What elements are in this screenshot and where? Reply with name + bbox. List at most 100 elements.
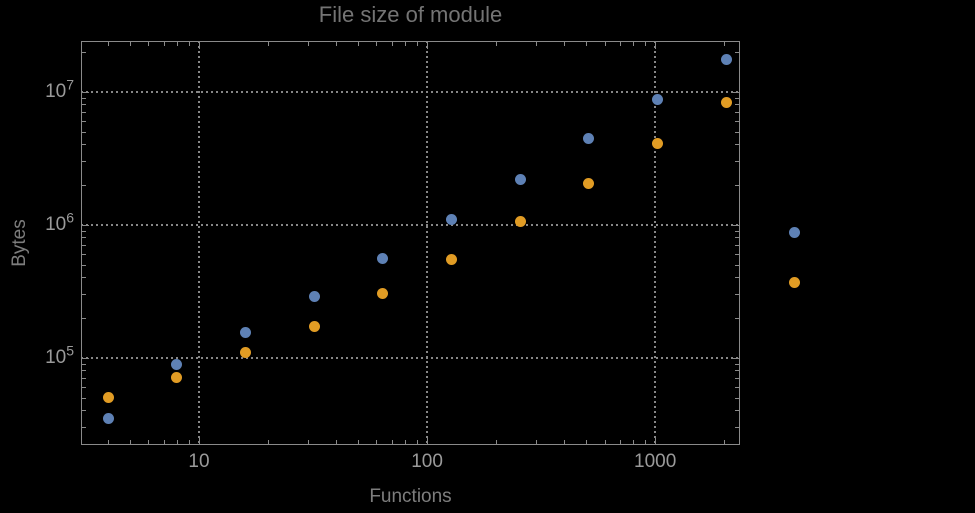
- axis-tick: [416, 42, 418, 46]
- data-point-series-1-blue: [240, 326, 251, 338]
- axis-tick: [82, 277, 86, 279]
- axis-tick: [735, 230, 739, 232]
- axis-tick: [82, 397, 86, 399]
- axis-tick: [163, 42, 165, 46]
- axis-tick: [735, 277, 739, 279]
- plot-title: File size of module: [318, 2, 503, 27]
- axis-tick: [427, 42, 429, 49]
- y-tick-label: 107: [45, 76, 74, 102]
- axis-tick: [198, 42, 200, 49]
- data-point-series-1-blue: [514, 173, 526, 185]
- horizontal-gridline: [81, 356, 740, 359]
- axis-tick: [358, 440, 360, 444]
- data-point-series-2-orange: [583, 177, 595, 189]
- x-axis-label: Functions: [369, 486, 452, 507]
- data-point-series-1-blue: [102, 412, 114, 424]
- data-point-series-2-orange: [308, 321, 320, 333]
- axis-tick: [735, 131, 739, 133]
- axis-tick: [82, 161, 86, 163]
- data-point-series-1-blue: [720, 54, 732, 66]
- vertical-gridline: [426, 41, 429, 445]
- axis-tick: [82, 230, 86, 232]
- axis-tick: [495, 42, 497, 46]
- axis-tick: [735, 387, 739, 389]
- axis-tick: [732, 224, 739, 226]
- axis-tick: [82, 112, 86, 114]
- vertical-gridline: [197, 41, 200, 445]
- axis-tick: [735, 237, 739, 239]
- plot-frame: [81, 41, 740, 445]
- data-point-series-2-orange: [171, 371, 183, 383]
- axis-tick: [391, 440, 393, 444]
- axis-tick: [735, 264, 739, 266]
- axis-tick: [735, 104, 739, 106]
- data-point-series-2-orange: [446, 254, 457, 266]
- data-point-series-1-blue: [583, 133, 595, 145]
- data-point-series-2-orange: [102, 392, 114, 404]
- axis-tick: [735, 378, 739, 380]
- axis-tick: [416, 440, 418, 444]
- axis-tick: [735, 112, 739, 114]
- data-point-series-2-orange: [651, 138, 663, 150]
- axis-tick: [82, 131, 86, 133]
- axis-tick: [176, 42, 178, 46]
- axis-tick: [148, 440, 150, 444]
- axis-tick: [535, 440, 537, 444]
- axis-tick: [735, 121, 739, 123]
- axis-tick: [188, 42, 190, 46]
- axis-tick: [82, 387, 86, 389]
- axis-tick: [586, 440, 588, 444]
- x-tick-label: 10: [188, 451, 210, 472]
- axis-tick: [198, 437, 200, 444]
- data-point-series-2-orange: [377, 287, 389, 299]
- axis-tick: [82, 97, 86, 99]
- axis-tick: [604, 42, 606, 46]
- axis-tick: [735, 370, 739, 372]
- axis-tick: [735, 254, 739, 256]
- axis-tick: [604, 440, 606, 444]
- axis-tick: [735, 97, 739, 99]
- y-tick-label: 105: [45, 342, 74, 368]
- axis-tick: [376, 440, 378, 444]
- axis-tick: [358, 42, 360, 46]
- axis-tick: [176, 440, 178, 444]
- vertical-gridline: [654, 41, 657, 445]
- axis-tick: [723, 440, 725, 444]
- axis-tick: [82, 264, 86, 266]
- axis-tick: [82, 357, 89, 359]
- axis-tick: [735, 144, 739, 146]
- axis-tick: [82, 237, 86, 239]
- data-point-series-2-orange: [789, 277, 801, 289]
- axis-tick: [82, 378, 86, 380]
- data-point-series-1-blue: [651, 94, 663, 106]
- axis-tick: [82, 144, 86, 146]
- axis-tick: [732, 91, 739, 93]
- axis-tick: [564, 440, 566, 444]
- y-tick-label: 106: [45, 209, 74, 235]
- axis-tick: [82, 427, 86, 429]
- axis-tick: [82, 51, 86, 53]
- axis-tick: [644, 440, 646, 444]
- data-point-series-1-blue: [308, 290, 320, 302]
- data-point-series-2-orange: [720, 96, 732, 108]
- axis-tick: [336, 42, 338, 46]
- axis-tick: [391, 42, 393, 46]
- axis-tick: [735, 161, 739, 163]
- axis-tick: [655, 437, 657, 444]
- axis-tick: [82, 91, 89, 93]
- axis-tick: [82, 184, 86, 186]
- axis-tick: [404, 440, 406, 444]
- axis-tick: [82, 317, 86, 319]
- axis-tick: [735, 294, 739, 296]
- axis-tick: [376, 42, 378, 46]
- axis-tick: [82, 104, 86, 106]
- axis-tick: [108, 42, 110, 46]
- x-tick-label: 1000: [634, 451, 677, 472]
- horizontal-gridline: [81, 223, 740, 226]
- axis-tick: [586, 42, 588, 46]
- axis-tick: [130, 440, 132, 444]
- axis-tick: [619, 440, 621, 444]
- axis-tick: [82, 410, 86, 412]
- axis-tick: [108, 440, 110, 444]
